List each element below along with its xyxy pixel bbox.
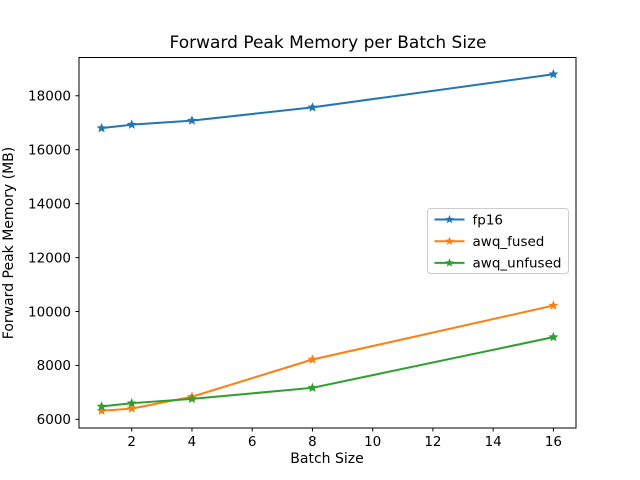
x-tick-label: 10 <box>364 434 381 450</box>
x-axis-label: Batch Size <box>290 451 363 467</box>
x-tick-label: 8 <box>308 434 317 450</box>
legend-label-awq_fused: awq_fused <box>473 234 545 250</box>
chart-title: Forward Peak Memory per Batch Size <box>170 33 487 53</box>
data-point-marker-awq_fused <box>307 354 318 364</box>
plot-area: 2 4 6 8 10 12 14 16 6000 8000 10000 12000 14000 16000… <box>28 57 577 450</box>
data-point-marker-awq_unfused <box>548 331 559 342</box>
data-point-marker-awq_fused <box>548 300 559 310</box>
data-point-marker-fp16 <box>96 122 107 133</box>
data-point-marker-awq_unfused <box>96 401 107 411</box>
x-tick-label: 12 <box>424 434 441 450</box>
plot-border <box>78 57 577 429</box>
y-tick-label: 16000 <box>28 143 71 159</box>
y-tick-label: 10000 <box>28 304 71 320</box>
x-tick-label: 4 <box>188 434 197 450</box>
y-tick-label: 12000 <box>28 250 71 266</box>
y-tick-label: 8000 <box>37 358 71 374</box>
y-tick-label: 18000 <box>28 89 71 105</box>
data-point-marker-fp16 <box>126 119 137 129</box>
y-tick-label: 6000 <box>37 412 71 428</box>
data-point-marker-awq_fused <box>96 405 107 415</box>
x-tick-label: 6 <box>248 434 257 450</box>
data-point-marker-fp16 <box>548 69 559 79</box>
legend-marker-awq_fused <box>445 236 454 245</box>
x-tick-label: 14 <box>485 434 502 450</box>
legend-marker-fp16 <box>445 214 454 224</box>
y-tick-label: 14000 <box>28 196 71 212</box>
legend-label-awq_unfused: awq_unfused <box>473 256 562 272</box>
series-line-fp16 <box>100 73 555 130</box>
data-point-marker-awq_unfused <box>126 397 137 408</box>
legend: fp16 awq_fused awq_unfused <box>427 208 569 274</box>
data-point-marker-fp16 <box>187 115 197 125</box>
y-axis-label: Forward Peak Memory (MB) <box>1 147 17 339</box>
data-point-marker-awq_unfused <box>187 393 197 404</box>
legend-marker-awq_unfused <box>445 258 454 267</box>
series-line-awq_unfused <box>100 336 555 408</box>
x-tick-label: 2 <box>127 434 136 450</box>
legend-box <box>427 208 569 274</box>
series-line-awq_fused <box>100 304 555 412</box>
data-point-marker-awq_unfused <box>307 382 318 393</box>
x-tick-label: 16 <box>545 434 562 450</box>
data-point-marker-fp16 <box>307 102 318 112</box>
legend-label-fp16: fp16 <box>473 212 504 228</box>
data-point-marker-awq_fused <box>126 403 137 413</box>
